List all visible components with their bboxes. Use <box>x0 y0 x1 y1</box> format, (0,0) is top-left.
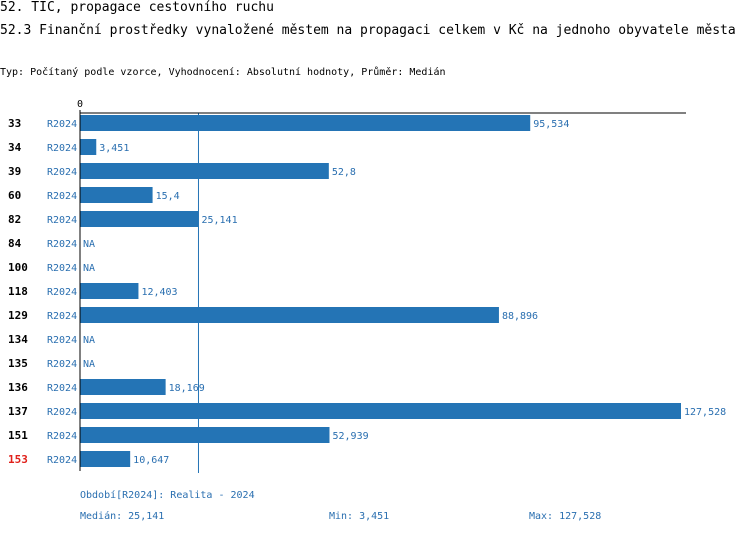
row-id-label: 129 <box>8 309 28 322</box>
row-id-label: 136 <box>8 381 28 394</box>
period-label: R2024 <box>47 263 77 274</box>
value-label: NA <box>83 239 95 250</box>
period-label: R2024 <box>47 431 77 442</box>
bar <box>80 451 131 467</box>
bar <box>80 307 499 323</box>
value-label: NA <box>83 359 95 370</box>
row-id-label: 137 <box>8 405 28 418</box>
row-id-label: 82 <box>8 213 21 226</box>
value-label: 12,403 <box>141 287 177 298</box>
period-label: R2024 <box>47 191 77 202</box>
value-label: 52,8 <box>332 167 356 178</box>
bar <box>80 379 166 395</box>
period-label: R2024 <box>47 215 77 226</box>
chart-meta: Typ: Počítaný podle vzorce, Vyhodnocení:… <box>0 67 446 78</box>
row-id-label: 153 <box>8 453 28 466</box>
median-stat: Medián: 25,141 <box>80 511 165 522</box>
row-id-label: 118 <box>8 285 28 298</box>
period-label: R2024 <box>47 407 77 418</box>
row-id-label: 100 <box>8 261 28 274</box>
value-label: 3,451 <box>99 143 129 154</box>
bar <box>80 427 330 443</box>
value-label: NA <box>83 263 95 274</box>
bar <box>80 283 139 299</box>
period-legend: Období[R2024]: Realita - 2024 <box>80 490 255 501</box>
axis-zero-label: 0 <box>77 99 83 110</box>
bar <box>80 403 681 419</box>
value-label: 10,647 <box>133 455 169 466</box>
row-id-label: 135 <box>8 357 28 370</box>
period-label: R2024 <box>47 119 77 130</box>
row-id-label: 134 <box>8 333 28 346</box>
value-label: 88,896 <box>502 311 538 322</box>
value-label: 127,528 <box>684 407 726 418</box>
chart-title: 52. TIC, propagace cestovního ruchu <box>0 0 274 15</box>
bar <box>80 115 531 131</box>
value-label: 15,4 <box>156 191 180 202</box>
period-label: R2024 <box>47 335 77 346</box>
period-label: R2024 <box>47 359 77 370</box>
row-id-label: 33 <box>8 117 21 130</box>
period-label: R2024 <box>47 239 77 250</box>
row-id-label: 151 <box>8 429 28 442</box>
period-label: R2024 <box>47 383 77 394</box>
period-label: R2024 <box>47 455 77 466</box>
bar <box>80 139 97 155</box>
max-stat: Max: 127,528 <box>529 511 602 522</box>
value-label: 25,141 <box>201 215 237 226</box>
value-label: 52,939 <box>332 431 368 442</box>
min-stat: Min: 3,451 <box>329 511 390 522</box>
row-id-label: 84 <box>8 237 22 250</box>
period-label: R2024 <box>47 143 77 154</box>
value-label: NA <box>83 335 95 346</box>
period-label: R2024 <box>47 287 77 298</box>
period-label: R2024 <box>47 311 77 322</box>
value-label: 18,169 <box>169 383 205 394</box>
row-id-label: 60 <box>8 189 21 202</box>
value-label: 95,534 <box>533 119 569 130</box>
bar <box>80 211 199 227</box>
row-id-label: 34 <box>8 141 22 154</box>
row-id-label: 39 <box>8 165 21 178</box>
period-label: R2024 <box>47 167 77 178</box>
chart-subtitle: 52.3 Finanční prostředky vynaložené měst… <box>0 23 736 38</box>
bar <box>80 187 153 203</box>
bar <box>80 163 329 179</box>
